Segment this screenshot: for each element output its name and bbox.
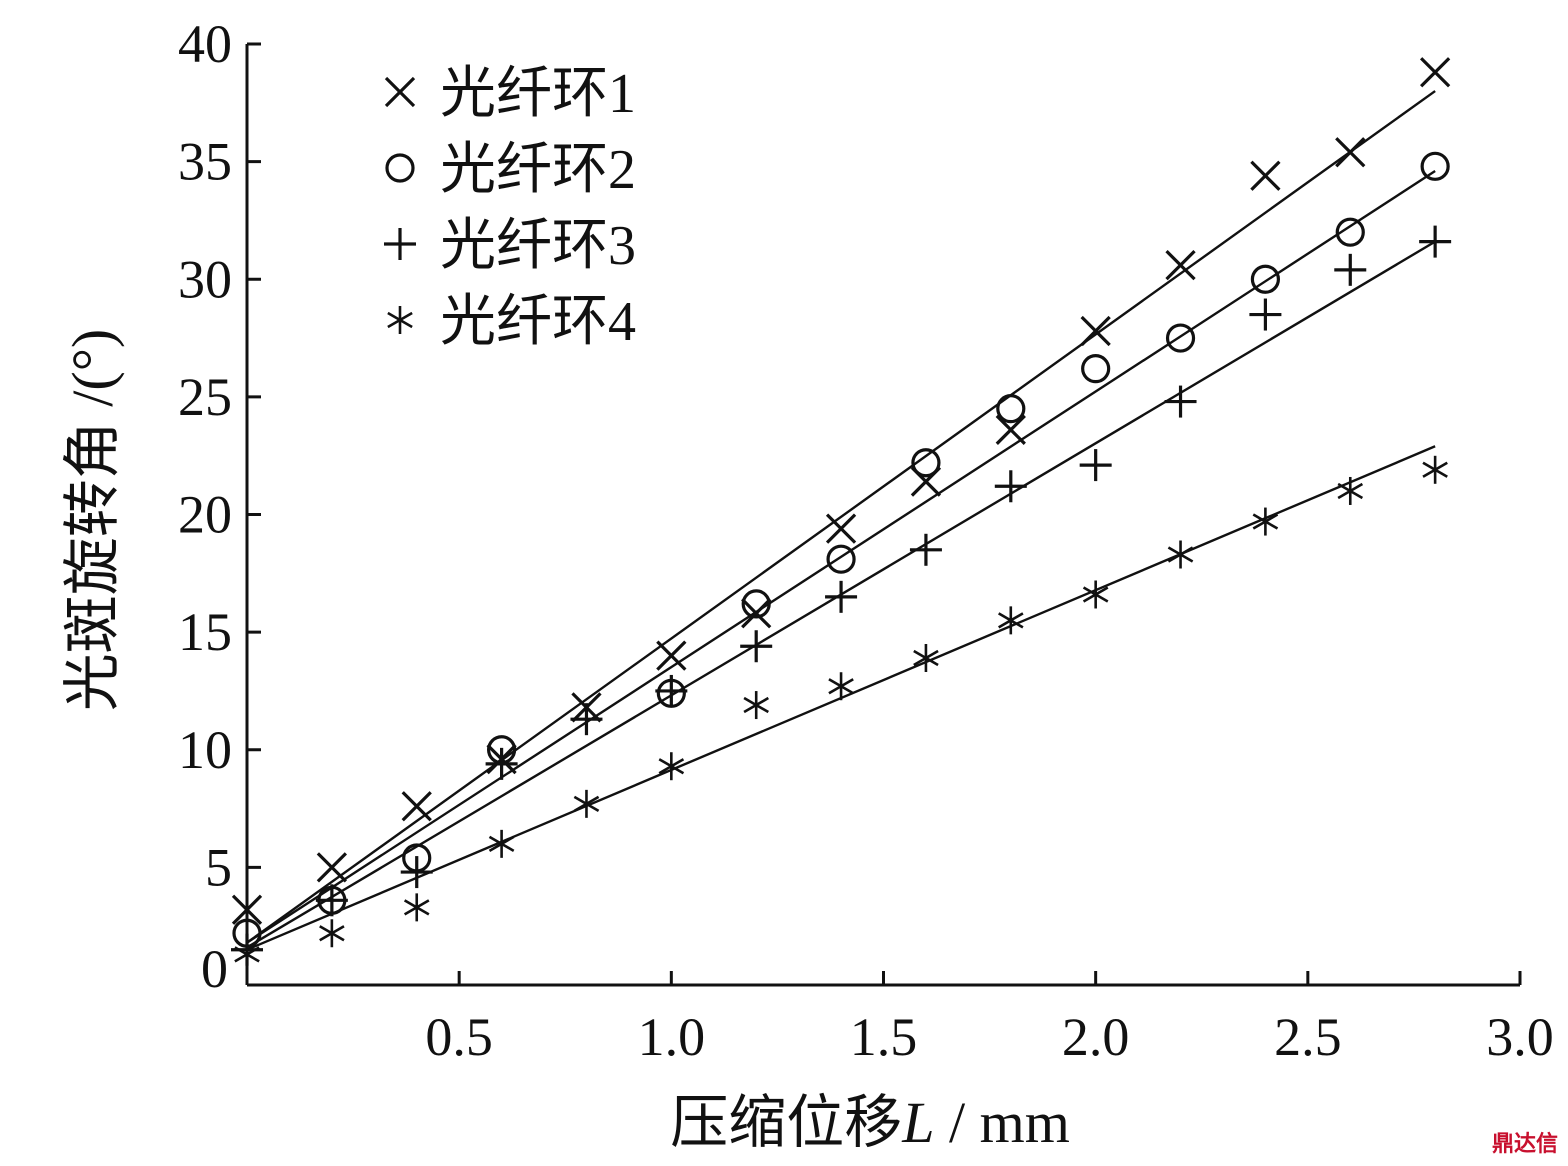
legend-label-4: 光纤环4 xyxy=(440,291,636,353)
data-point-series-3 xyxy=(994,470,1027,503)
y-tick-label: 15 xyxy=(178,602,232,662)
data-point-series-1 xyxy=(1165,250,1196,281)
legend-marker-2 xyxy=(385,153,415,183)
data-point-series-1 xyxy=(401,791,432,822)
data-point-series-3 xyxy=(400,856,433,889)
data-point-series-3 xyxy=(1419,225,1452,258)
data-point-series-4 xyxy=(828,672,854,701)
y-axis-ticks: 0 5 10 15 20 25 30 35 40 xyxy=(178,14,261,999)
data-point-series-3 xyxy=(909,533,942,566)
y-axis-title: 光斑旋转角 /(°) xyxy=(60,329,125,711)
x-tick-label: 1.0 xyxy=(638,1007,706,1067)
legend: 光纤环1 光纤环2 光纤环3 光纤环4 xyxy=(384,63,636,353)
x-axis-title-unit: / mm xyxy=(934,1090,1069,1155)
data-point-series-4 xyxy=(1422,455,1448,484)
data-point-series-4 xyxy=(658,752,685,781)
watermark-logo: 鼎达信 xyxy=(1492,1126,1558,1158)
data-point-series-3 xyxy=(740,630,773,663)
y-tick-label: 25 xyxy=(178,367,232,427)
data-point-series-3 xyxy=(485,747,518,780)
x-axis-title-prefix: 压缩位移 xyxy=(670,1090,902,1155)
x-tick-label: 2.0 xyxy=(1062,1007,1130,1067)
data-markers xyxy=(231,57,1452,969)
data-point-series-4 xyxy=(234,940,260,969)
data-point-series-4 xyxy=(573,789,600,818)
data-point-series-2 xyxy=(741,589,771,619)
data-point-series-1 xyxy=(1250,160,1281,191)
y-tick-label: 0 xyxy=(201,939,228,999)
legend-label-2: 光纤环2 xyxy=(440,139,636,201)
data-point-series-1 xyxy=(825,513,857,544)
legend-marker-4 xyxy=(387,306,413,334)
data-point-series-2 xyxy=(1335,217,1365,247)
data-point-series-2 xyxy=(911,448,941,478)
data-point-series-4 xyxy=(1337,476,1364,505)
data-point-series-1 xyxy=(1420,57,1451,88)
data-point-series-4 xyxy=(1252,507,1279,536)
legend-label-1: 光纤环1 xyxy=(440,63,636,125)
legend-marker-1 xyxy=(384,76,416,108)
x-axis-title-variable: L xyxy=(901,1090,934,1155)
data-point-series-4 xyxy=(1082,580,1109,609)
data-point-series-3 xyxy=(655,674,688,707)
data-point-series-4 xyxy=(998,606,1024,635)
data-point-series-1 xyxy=(1080,315,1111,347)
x-tick-label: 2.5 xyxy=(1274,1007,1342,1067)
data-point-series-1 xyxy=(231,894,263,925)
x-tick-label: 3.0 xyxy=(1486,1007,1554,1067)
data-point-series-4 xyxy=(403,893,430,922)
plot-area xyxy=(245,44,1520,987)
y-tick-label: 40 xyxy=(178,14,232,74)
data-point-series-4 xyxy=(319,919,345,948)
data-point-series-2 xyxy=(1165,323,1196,353)
data-point-series-3 xyxy=(1164,385,1197,418)
legend-marker-3 xyxy=(384,228,416,260)
fit-lines xyxy=(246,90,1436,951)
y-tick-label: 20 xyxy=(178,485,232,545)
y-tick-label: 5 xyxy=(205,837,232,897)
data-point-series-1 xyxy=(741,598,772,629)
data-point-series-4 xyxy=(743,691,769,720)
x-axis-title: 压缩位移L / mm xyxy=(670,1090,1070,1155)
data-point-series-1 xyxy=(995,414,1026,445)
data-point-series-3 xyxy=(315,884,348,917)
data-point-series-3 xyxy=(825,580,858,613)
fit-line-series-2 xyxy=(246,170,1436,944)
data-point-series-1 xyxy=(1335,137,1366,168)
x-tick-label: 1.5 xyxy=(850,1007,918,1067)
data-point-series-1 xyxy=(656,640,687,671)
data-point-series-2 xyxy=(1081,354,1111,384)
data-point-series-3 xyxy=(1334,253,1367,286)
watermark-text: 鼎达信 xyxy=(1491,1132,1558,1157)
data-point-series-3 xyxy=(1249,298,1282,331)
x-tick-label: 0.5 xyxy=(425,1007,493,1067)
data-point-series-2 xyxy=(1420,151,1450,181)
data-point-series-4 xyxy=(913,644,939,673)
data-point-series-1 xyxy=(316,852,347,883)
y-tick-label: 35 xyxy=(178,132,232,192)
data-point-series-2 xyxy=(826,544,856,574)
legend-label-3: 光纤环3 xyxy=(440,215,636,277)
data-point-series-2 xyxy=(996,394,1026,424)
y-tick-label: 10 xyxy=(178,720,232,780)
data-point-series-2 xyxy=(1250,264,1281,294)
fit-line-series-1 xyxy=(246,90,1436,944)
data-point-series-3 xyxy=(1079,449,1112,482)
y-tick-label: 30 xyxy=(178,249,232,309)
data-point-series-4 xyxy=(488,829,515,858)
data-point-series-4 xyxy=(1167,540,1194,569)
x-axis-ticks: 0.5 1.0 1.5 2.0 2.5 3.0 xyxy=(425,971,1554,1067)
data-point-series-3 xyxy=(570,703,603,736)
